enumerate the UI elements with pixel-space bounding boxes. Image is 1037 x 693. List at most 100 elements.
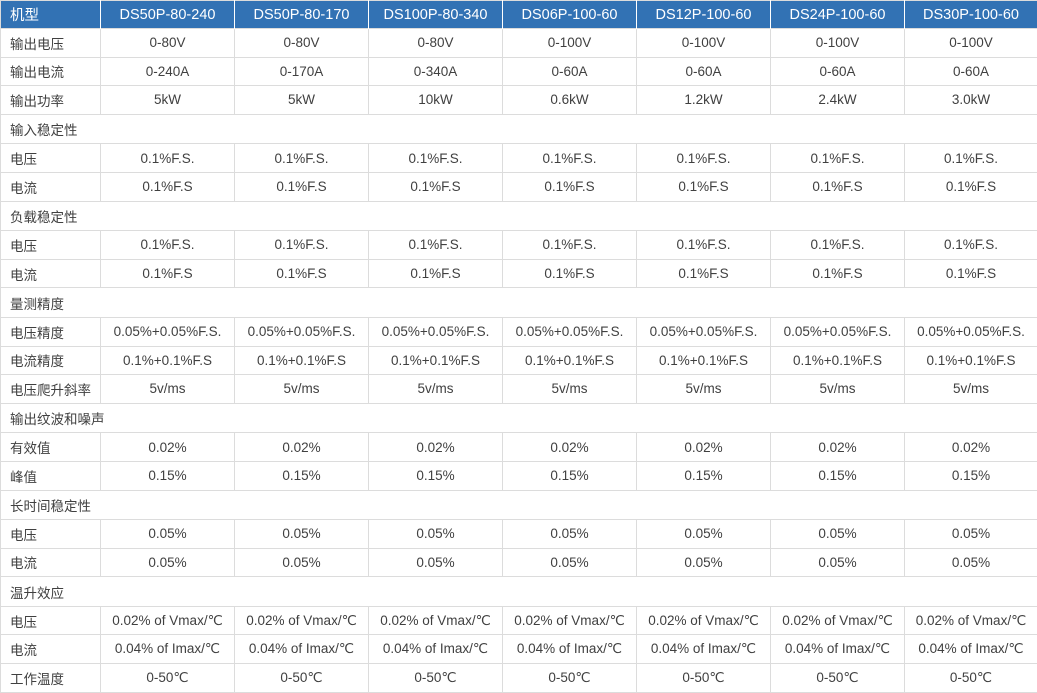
section-header: 长时间稳定性 bbox=[1, 490, 1037, 520]
cell-value: 3.0kW bbox=[905, 86, 1037, 115]
cell-value: 0-60A bbox=[637, 57, 771, 86]
cell-value: 5kW bbox=[235, 86, 369, 115]
cell-value: 0.1%F.S bbox=[771, 172, 905, 201]
cell-value: 0-50℃ bbox=[637, 664, 771, 693]
cell-value: 0.02% of Vmax/℃ bbox=[637, 606, 771, 635]
section-row: 输入稳定性 bbox=[1, 114, 1037, 144]
cell-value: 5v/ms bbox=[503, 375, 637, 404]
cell-value: 0.1%F.S bbox=[503, 259, 637, 288]
cell-value: 0.05% bbox=[101, 548, 235, 577]
cell-value: 0.1%F.S bbox=[235, 172, 369, 201]
column-header-model-2: DS50P-80-170 bbox=[235, 1, 369, 29]
cell-value: 0.1%+0.1%F.S bbox=[905, 346, 1037, 375]
cell-value: 0.02% of Vmax/℃ bbox=[771, 606, 905, 635]
cell-value: 0.1%F.S. bbox=[369, 231, 503, 260]
cell-value: 0.1%+0.1%F.S bbox=[101, 346, 235, 375]
cell-value: 0.1%+0.1%F.S bbox=[771, 346, 905, 375]
section-header: 输入稳定性 bbox=[1, 114, 1037, 144]
cell-value: 0.05% bbox=[369, 548, 503, 577]
cell-value: 0.04% of Imax/℃ bbox=[503, 635, 637, 664]
row-label: 电压 bbox=[1, 520, 101, 549]
row-label: 电压 bbox=[1, 144, 101, 173]
cell-value: 0.05% bbox=[235, 548, 369, 577]
cell-value: 0.02% of Vmax/℃ bbox=[503, 606, 637, 635]
cell-value: 0.02% bbox=[235, 433, 369, 462]
cell-value: 2.4kW bbox=[771, 86, 905, 115]
cell-value: 0.05%+0.05%F.S. bbox=[905, 317, 1037, 346]
cell-value: 0.1%+0.1%F.S bbox=[369, 346, 503, 375]
cell-value: 0.02% bbox=[503, 433, 637, 462]
cell-value: 0.1%F.S. bbox=[771, 231, 905, 260]
cell-value: 0.05%+0.05%F.S. bbox=[503, 317, 637, 346]
cell-value: 0-100V bbox=[905, 29, 1037, 58]
cell-value: 0.1%F.S bbox=[235, 259, 369, 288]
cell-value: 0.1%F.S bbox=[637, 259, 771, 288]
cell-value: 0-50℃ bbox=[101, 664, 235, 693]
cell-value: 0-50℃ bbox=[503, 664, 637, 693]
cell-value: 5v/ms bbox=[905, 375, 1037, 404]
cell-value: 0-340A bbox=[369, 57, 503, 86]
cell-value: 0.02% of Vmax/℃ bbox=[905, 606, 1037, 635]
cell-value: 0.05% bbox=[771, 548, 905, 577]
cell-value: 0.04% of Imax/℃ bbox=[101, 635, 235, 664]
section-row: 输出纹波和噪声 bbox=[1, 403, 1037, 433]
cell-value: 0-100V bbox=[637, 29, 771, 58]
row-label: 工作温度 bbox=[1, 664, 101, 693]
cell-value: 0.1%F.S bbox=[771, 259, 905, 288]
cell-value: 0.05%+0.05%F.S. bbox=[637, 317, 771, 346]
row-label: 电压 bbox=[1, 606, 101, 635]
cell-value: 0.15% bbox=[905, 461, 1037, 490]
cell-value: 0.02% bbox=[101, 433, 235, 462]
cell-value: 0.02% bbox=[905, 433, 1037, 462]
cell-value: 0-50℃ bbox=[369, 664, 503, 693]
cell-value: 0-240A bbox=[101, 57, 235, 86]
cell-value: 0.1%F.S. bbox=[235, 144, 369, 173]
cell-value: 0.05% bbox=[503, 520, 637, 549]
cell-value: 0.1%F.S bbox=[369, 259, 503, 288]
section-header: 负载稳定性 bbox=[1, 201, 1037, 231]
row-label: 电压精度 bbox=[1, 317, 101, 346]
header-row: 机型 DS50P-80-240 DS50P-80-170 DS100P-80-3… bbox=[1, 1, 1037, 29]
cell-value: 0.05% bbox=[637, 548, 771, 577]
cell-value: 0.02% bbox=[637, 433, 771, 462]
cell-value: 0.1%F.S. bbox=[503, 231, 637, 260]
cell-value: 0.05% bbox=[503, 548, 637, 577]
cell-value: 0.05% bbox=[101, 520, 235, 549]
cell-value: 5v/ms bbox=[771, 375, 905, 404]
cell-value: 0.6kW bbox=[503, 86, 637, 115]
row-label: 电流 bbox=[1, 259, 101, 288]
cell-value: 0.04% of Imax/℃ bbox=[905, 635, 1037, 664]
cell-value: 5v/ms bbox=[369, 375, 503, 404]
cell-value: 0.1%F.S. bbox=[235, 231, 369, 260]
cell-value: 0.04% of Imax/℃ bbox=[369, 635, 503, 664]
cell-value: 1.2kW bbox=[637, 86, 771, 115]
section-header: 量测精度 bbox=[1, 288, 1037, 318]
cell-value: 0-80V bbox=[369, 29, 503, 58]
row-label: 有效值 bbox=[1, 433, 101, 462]
cell-value: 0.05% bbox=[369, 520, 503, 549]
cell-value: 0.05% bbox=[637, 520, 771, 549]
cell-value: 0.05%+0.05%F.S. bbox=[369, 317, 503, 346]
cell-value: 5v/ms bbox=[101, 375, 235, 404]
row-label: 电流 bbox=[1, 172, 101, 201]
section-header: 输出纹波和噪声 bbox=[1, 403, 1037, 433]
cell-value: 0.1%F.S bbox=[369, 172, 503, 201]
cell-value: 0.02% of Vmax/℃ bbox=[235, 606, 369, 635]
cell-value: 0.02% of Vmax/℃ bbox=[101, 606, 235, 635]
cell-value: 0.1%F.S. bbox=[101, 144, 235, 173]
row-label: 电压爬升斜率 bbox=[1, 375, 101, 404]
cell-value: 0.1%F.S bbox=[905, 172, 1037, 201]
cell-value: 0.05%+0.05%F.S. bbox=[235, 317, 369, 346]
row-label: 电压 bbox=[1, 231, 101, 260]
cell-value: 0-80V bbox=[235, 29, 369, 58]
cell-value: 0-100V bbox=[771, 29, 905, 58]
cell-value: 0.1%+0.1%F.S bbox=[637, 346, 771, 375]
